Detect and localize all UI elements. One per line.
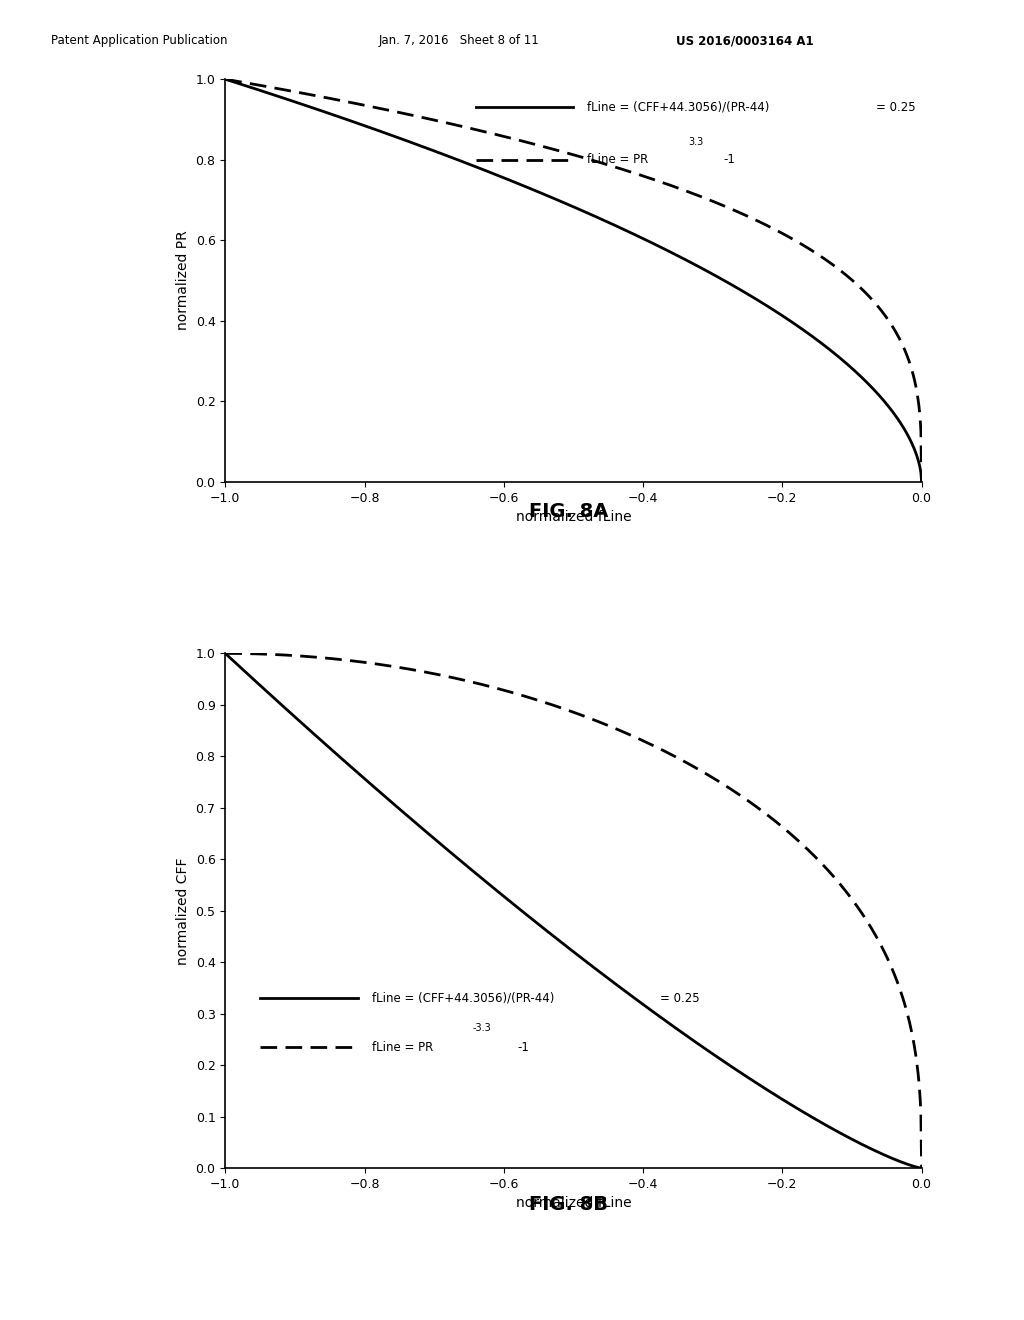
Text: fLine = (CFF+44.3056)/(PR-44): fLine = (CFF+44.3056)/(PR-44) [588, 100, 770, 114]
Text: FIG. 8B: FIG. 8B [528, 1196, 608, 1214]
Y-axis label: normalized PR: normalized PR [176, 231, 190, 330]
Text: -3.3: -3.3 [472, 1023, 492, 1032]
Text: fLine = PR: fLine = PR [372, 1040, 433, 1053]
Text: FIG. 8A: FIG. 8A [528, 503, 608, 521]
Y-axis label: normalized CFF: normalized CFF [176, 857, 190, 965]
Text: -1: -1 [723, 153, 735, 166]
Text: = 0.25: = 0.25 [877, 100, 915, 114]
Text: = 0.25: = 0.25 [660, 991, 700, 1005]
Text: fLine = PR: fLine = PR [588, 153, 648, 166]
X-axis label: normalized fLine: normalized fLine [516, 510, 631, 524]
Text: US 2016/0003164 A1: US 2016/0003164 A1 [676, 34, 813, 48]
Text: Jan. 7, 2016   Sheet 8 of 11: Jan. 7, 2016 Sheet 8 of 11 [379, 34, 540, 48]
Text: 3.3: 3.3 [688, 136, 703, 147]
Text: fLine = (CFF+44.3056)/(PR-44): fLine = (CFF+44.3056)/(PR-44) [372, 991, 554, 1005]
Text: -1: -1 [518, 1040, 529, 1053]
Text: Patent Application Publication: Patent Application Publication [51, 34, 227, 48]
X-axis label: normalized fLine: normalized fLine [516, 1196, 631, 1210]
